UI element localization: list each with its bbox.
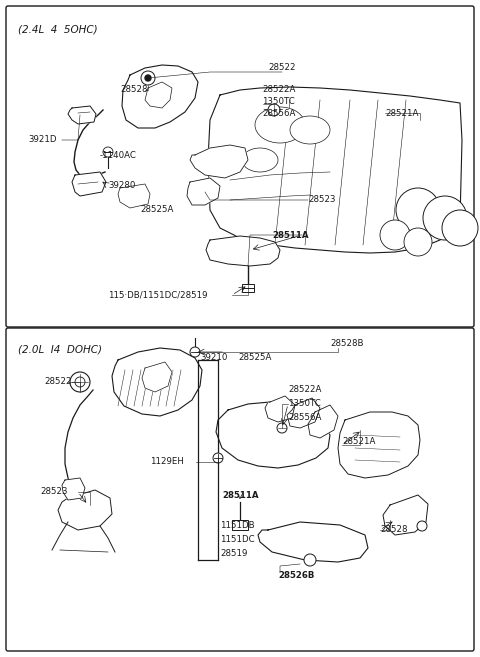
Circle shape <box>141 71 155 85</box>
Polygon shape <box>258 522 368 562</box>
Text: 1151DC: 1151DC <box>220 535 254 545</box>
Text: 28511A: 28511A <box>222 491 259 499</box>
Bar <box>242 284 254 292</box>
Text: 115·DB/1151DC/28519: 115·DB/1151DC/28519 <box>108 290 207 300</box>
Text: 28528: 28528 <box>120 85 147 95</box>
Polygon shape <box>198 360 218 560</box>
Circle shape <box>396 188 440 232</box>
Text: -1140AC: -1140AC <box>100 152 137 160</box>
Text: 28521A: 28521A <box>342 438 375 447</box>
Text: 39210: 39210 <box>200 353 228 363</box>
Polygon shape <box>122 65 198 128</box>
Circle shape <box>268 104 280 116</box>
Text: 39280: 39280 <box>108 181 135 189</box>
Polygon shape <box>68 106 96 124</box>
Circle shape <box>404 228 432 256</box>
Text: 1129EH: 1129EH <box>150 457 184 466</box>
Text: 28522: 28522 <box>44 378 72 386</box>
Circle shape <box>145 75 151 81</box>
Circle shape <box>70 372 90 392</box>
Ellipse shape <box>242 148 278 172</box>
Polygon shape <box>145 82 172 108</box>
Text: 28523: 28523 <box>308 196 336 204</box>
Circle shape <box>213 453 223 463</box>
Polygon shape <box>190 145 248 178</box>
Polygon shape <box>287 398 320 428</box>
Polygon shape <box>216 402 330 468</box>
Circle shape <box>423 196 467 240</box>
Circle shape <box>190 347 200 357</box>
Polygon shape <box>118 184 150 208</box>
Circle shape <box>103 147 113 157</box>
Text: 28511A: 28511A <box>272 231 309 240</box>
Text: 28519: 28519 <box>220 549 247 558</box>
Text: (2.4L  4  5OHC): (2.4L 4 5OHC) <box>18 24 97 34</box>
Polygon shape <box>206 236 280 266</box>
Polygon shape <box>72 172 106 196</box>
Text: 28522A: 28522A <box>262 85 295 95</box>
Polygon shape <box>208 87 462 253</box>
FancyBboxPatch shape <box>6 6 474 327</box>
Text: 28528B: 28528B <box>330 340 363 348</box>
Polygon shape <box>187 178 220 205</box>
Polygon shape <box>58 490 112 530</box>
FancyBboxPatch shape <box>6 328 474 651</box>
Circle shape <box>380 220 410 250</box>
Text: 3921D: 3921D <box>28 135 57 145</box>
Polygon shape <box>62 478 85 500</box>
Text: (2.0L  I4  DOHC): (2.0L I4 DOHC) <box>18 345 102 355</box>
Text: 28526B: 28526B <box>278 572 314 581</box>
Text: 28528: 28528 <box>380 526 408 535</box>
Circle shape <box>304 554 316 566</box>
Text: 28556A: 28556A <box>262 110 295 118</box>
Bar <box>232 520 248 530</box>
Circle shape <box>442 210 478 246</box>
Polygon shape <box>338 412 420 478</box>
Circle shape <box>75 377 85 387</box>
Text: 28556A: 28556A <box>288 413 322 422</box>
Polygon shape <box>308 405 338 438</box>
Text: 1350TC: 1350TC <box>262 97 295 106</box>
Polygon shape <box>112 348 202 416</box>
Circle shape <box>417 521 427 531</box>
Polygon shape <box>383 495 428 535</box>
Ellipse shape <box>255 107 305 143</box>
Text: 1350TC: 1350TC <box>288 399 321 409</box>
Text: 28522A: 28522A <box>288 386 322 394</box>
Polygon shape <box>265 396 295 422</box>
Text: 28521A: 28521A <box>385 108 419 118</box>
Ellipse shape <box>290 116 330 144</box>
Text: 1151DB: 1151DB <box>220 522 254 530</box>
Text: 28525A: 28525A <box>238 353 271 363</box>
Text: 28522: 28522 <box>268 64 296 72</box>
Polygon shape <box>142 362 172 392</box>
Text: 28523: 28523 <box>40 487 68 497</box>
Circle shape <box>277 423 287 433</box>
Text: 28525A: 28525A <box>140 206 173 214</box>
